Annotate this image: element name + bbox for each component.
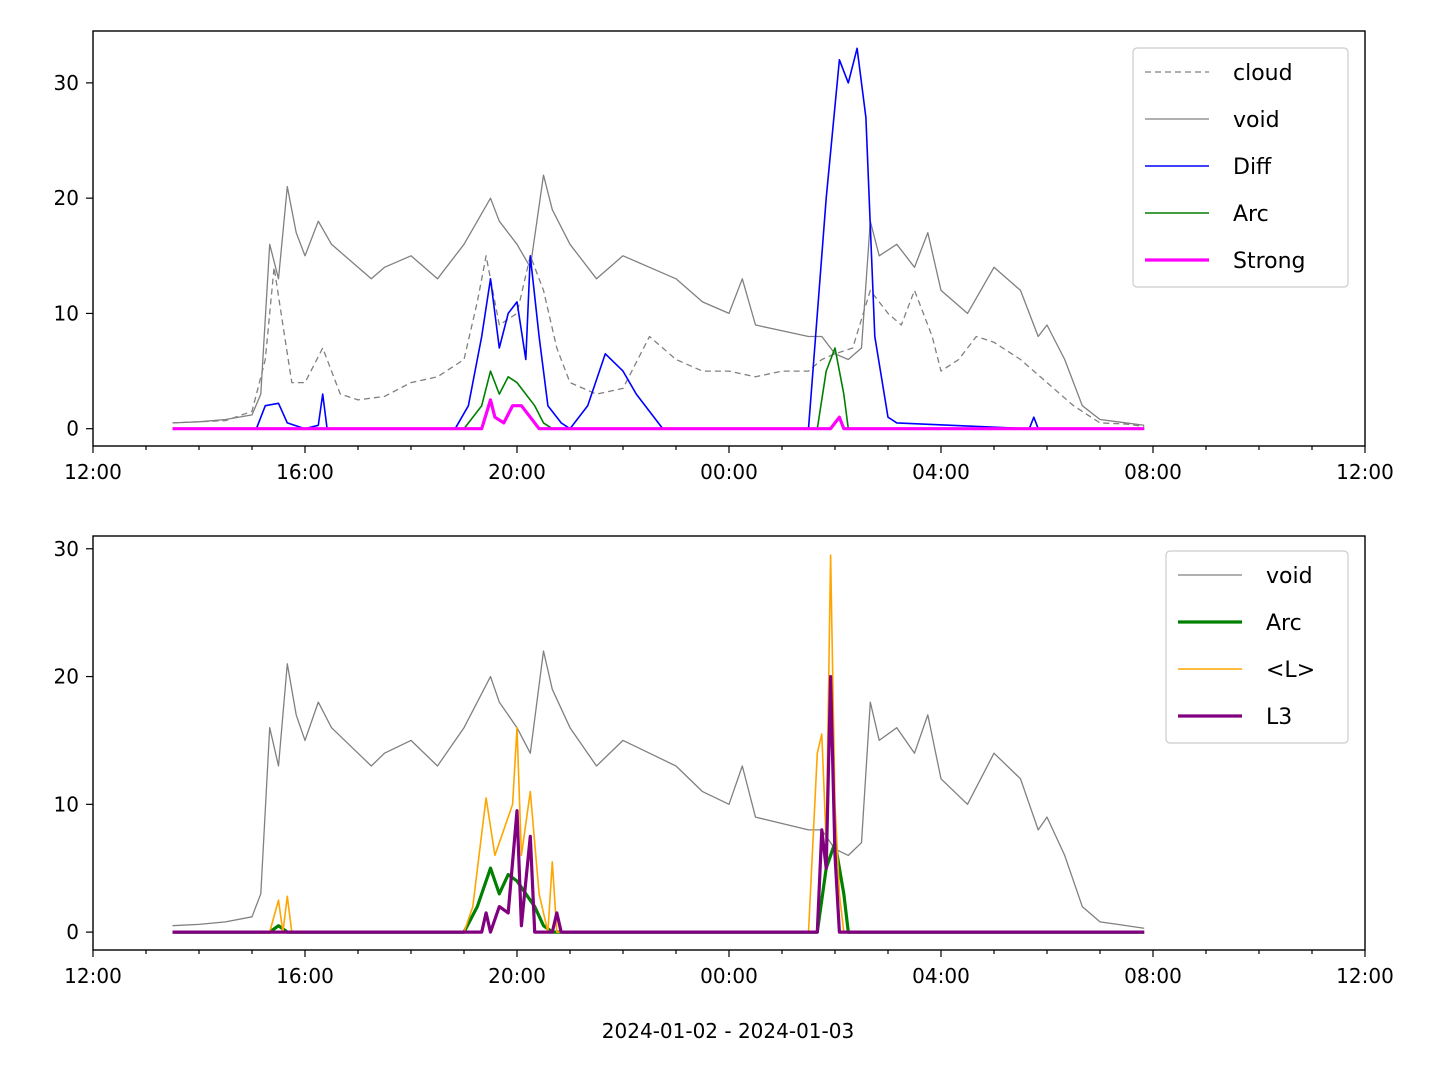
x-tick-label: 16:00 xyxy=(276,460,334,484)
x-tick-label: 08:00 xyxy=(1124,460,1182,484)
series-line-strong xyxy=(172,398,1145,431)
y-tick-label: 20 xyxy=(54,665,79,689)
legend-label: Diff xyxy=(1233,155,1272,180)
series-line-void xyxy=(172,174,1145,426)
x-tick-label: 12:00 xyxy=(64,460,122,484)
y-tick-label: 30 xyxy=(54,71,79,95)
series-line-l3 xyxy=(172,675,1145,934)
x-tick-label: 12:00 xyxy=(64,964,122,988)
x-tick-label: 20:00 xyxy=(488,964,546,988)
legend-label: void xyxy=(1266,564,1313,589)
x-tick-label: 08:00 xyxy=(1124,964,1182,988)
series-line-void xyxy=(172,650,1145,929)
legend-label: cloud xyxy=(1233,61,1293,86)
y-tick-label: 10 xyxy=(54,792,79,816)
bottom-chart-panel: 12:00 16:00 20:00 00:00 04:00 08:00 12:00 0 10 20… xyxy=(54,535,1394,988)
legend-label: Arc xyxy=(1266,611,1302,636)
y-tick-label: 20 xyxy=(54,186,79,210)
legend xyxy=(1165,550,1349,744)
x-tick-label: 16:00 xyxy=(276,964,334,988)
legend-label: <L> xyxy=(1266,658,1315,683)
y-tick-label: 10 xyxy=(54,301,79,325)
x-tick-label: 00:00 xyxy=(700,964,758,988)
legend-label: L3 xyxy=(1266,705,1292,730)
y-tick-label: 30 xyxy=(54,537,79,561)
x-tick-label: 04:00 xyxy=(912,964,970,988)
x-axis-label: 2024-01-02 - 2024-01-03 xyxy=(602,1019,854,1043)
series-line-arc xyxy=(172,347,1145,430)
legend-label: Strong xyxy=(1233,249,1306,274)
legend-label: void xyxy=(1233,108,1280,133)
x-tick-label: 04:00 xyxy=(912,460,970,484)
series-line-diff xyxy=(172,47,1145,430)
x-tick-label: 12:00 xyxy=(1336,460,1394,484)
series-line-l xyxy=(172,554,1145,933)
x-tick-label: 12:00 xyxy=(1336,964,1394,988)
top-chart-panel: 12:00 16:00 20:00 00:00 04:00 08:00 12:00 0 10 20… xyxy=(54,30,1394,484)
legend-label: Arc xyxy=(1233,202,1269,227)
x-tick-label: 00:00 xyxy=(700,460,758,484)
x-tick-label: 20:00 xyxy=(488,460,546,484)
legend xyxy=(1132,47,1349,288)
series-line-cloud xyxy=(172,255,1145,428)
y-tick-label: 0 xyxy=(66,417,79,441)
y-tick-label: 0 xyxy=(66,920,79,944)
